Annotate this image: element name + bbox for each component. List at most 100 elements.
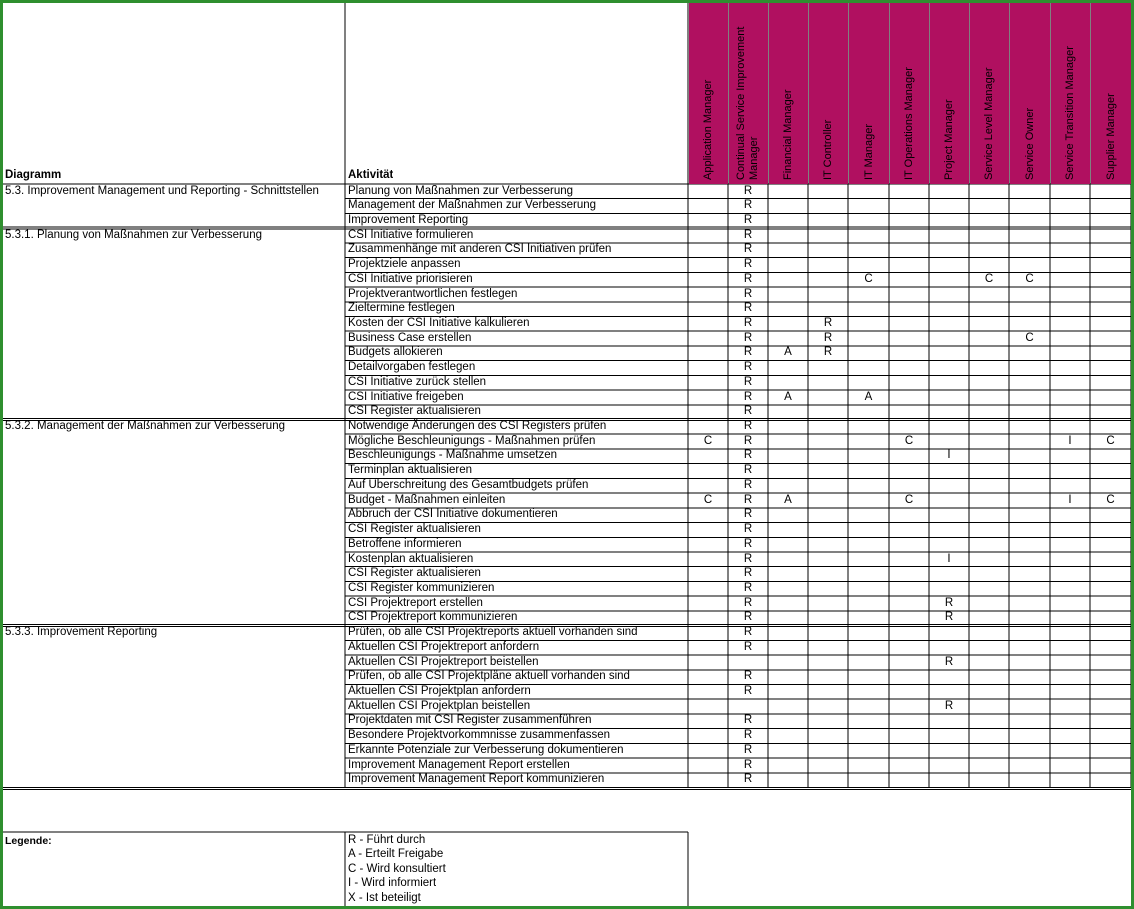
raci-mark: R xyxy=(743,390,753,403)
raci-mark: R xyxy=(743,773,753,786)
raci-mark: R xyxy=(743,228,753,241)
raci-mark: R xyxy=(743,272,753,285)
legend-item: C - Wird konsultiert xyxy=(348,862,446,875)
activity-cell: Projektdaten mit CSI Register zusammenfü… xyxy=(348,714,592,727)
raci-mark: R xyxy=(743,213,753,226)
activity-cell: Aktuellen CSI Projektreport beistellen xyxy=(348,655,539,668)
role-header-cell: IT Operations Manager xyxy=(890,3,929,184)
activity-cell: Projektverantwortlichen festlegen xyxy=(348,287,518,300)
activity-cell: Improvement Management Report erstellen xyxy=(348,758,570,771)
raci-mark: R xyxy=(743,258,753,271)
activity-cell: CSI Initiative priorisieren xyxy=(348,272,473,285)
raci-mark: I xyxy=(947,449,951,462)
raci-mark: R xyxy=(823,331,833,344)
raci-mark: R xyxy=(743,420,753,433)
raci-mark: R xyxy=(743,346,753,359)
raci-mark: R xyxy=(944,699,954,712)
role-header-cell: IT Controller xyxy=(809,3,848,184)
raci-mark: R xyxy=(743,375,753,388)
raci-mark: R xyxy=(743,596,753,609)
role-header-cell: Service Owner xyxy=(1010,3,1050,184)
activity-cell: Abbruch der CSI Initiative dokumentieren xyxy=(348,508,558,521)
raci-mark: C xyxy=(703,434,713,447)
raci-mark: R xyxy=(743,287,753,300)
activity-cell: Improvement Management Report kommunizie… xyxy=(348,773,605,786)
activity-cell: Projektziele anpassen xyxy=(348,258,461,271)
raci-mark: C xyxy=(904,434,914,447)
raci-mark: R xyxy=(743,243,753,256)
raci-mark: C xyxy=(984,272,994,285)
activity-cell: CSI Projektreport kommunizieren xyxy=(348,611,518,624)
raci-mark: I xyxy=(1068,434,1072,447)
role-header-cell: Service Level Manager xyxy=(970,3,1009,184)
activity-cell: Besondere Projektvorkommnisse zusammenfa… xyxy=(348,729,611,742)
diagram-cell: 5.3.1. Planung von Maßnahmen zur Verbess… xyxy=(5,228,262,241)
raci-mark: R xyxy=(743,478,753,491)
raci-mark: R xyxy=(944,611,954,624)
raci-mark: C xyxy=(1106,493,1115,506)
raci-mark: R xyxy=(743,743,753,756)
raci-mark: R xyxy=(743,714,753,727)
raci-mark: R xyxy=(743,684,753,697)
raci-mark: R xyxy=(743,567,753,580)
raci-mark: C xyxy=(1025,331,1034,344)
legend-title: Legende: xyxy=(5,835,52,847)
role-header-cell: Supplier Manager xyxy=(1091,3,1131,184)
activity-cell: CSI Initiative zurück stellen xyxy=(348,375,487,388)
activity-cell: Prüfen, ob alle CSI Projektreports aktue… xyxy=(348,626,638,639)
activity-cell: Mögliche Beschleunigungs - Maßnahmen prü… xyxy=(348,434,596,447)
activity-cell: Zieltermine festlegen xyxy=(348,302,455,315)
raci-mark: R xyxy=(743,640,753,653)
diagram-cell: 5.3. Improvement Management und Reportin… xyxy=(5,184,319,197)
raci-mark: C xyxy=(904,493,914,506)
activity-cell: Betroffene informieren xyxy=(348,537,462,550)
legend-item: I - Wird informiert xyxy=(348,877,437,890)
raci-mark: R xyxy=(743,729,753,742)
diagram-column-header: Diagramm xyxy=(5,169,62,181)
activity-cell: Detailvorgaben festlegen xyxy=(348,361,476,374)
activity-cell: Beschleunigungs - Maßnahme umsetzen xyxy=(348,449,558,462)
raci-mark: C xyxy=(864,272,873,285)
raci-mark: I xyxy=(947,552,951,565)
legend-item: A - Erteilt Freigabe xyxy=(348,848,444,861)
raci-mark: C xyxy=(1106,434,1115,447)
role-header-cell: Application Manager xyxy=(689,3,728,184)
activity-cell: Aktuellen CSI Projektreport anfordern xyxy=(348,640,540,653)
activity-cell: Auf Überschreitung des Gesamtbudgets prü… xyxy=(348,478,589,491)
raci-mark: R xyxy=(743,758,753,771)
raci-mark: R xyxy=(743,199,753,212)
activity-cell: Budget - Maßnahmen einleiten xyxy=(348,493,506,506)
activity-cell: Notwendige Änderungen des CSI Registers … xyxy=(348,420,607,433)
raci-mark: I xyxy=(1068,493,1072,506)
raci-mark: A xyxy=(784,346,792,359)
activity-cell: Kostenplan aktualisieren xyxy=(348,552,474,565)
raci-mark: A xyxy=(864,390,873,403)
activity-cell: Budgets allokieren xyxy=(348,346,443,359)
activity-cell: Zusammenhänge mit anderen CSI Initiative… xyxy=(348,243,612,256)
role-header-cell: IT Manager xyxy=(849,3,889,184)
legend-item: R - Führt durch xyxy=(348,833,426,846)
raci-mark: R xyxy=(743,493,753,506)
activity-cell: Terminplan aktualisieren xyxy=(348,464,473,477)
raci-mark: C xyxy=(703,493,713,506)
activity-column-header: Aktivität xyxy=(348,169,394,181)
raci-mark: R xyxy=(823,346,833,359)
raci-mark: R xyxy=(743,316,753,329)
activity-cell: Aktuellen CSI Projektplan anfordern xyxy=(348,684,531,697)
activity-cell: Planung von Maßnahmen zur Verbesserung xyxy=(348,184,574,197)
activity-cell: CSI Projektreport erstellen xyxy=(348,596,483,609)
raci-mark: R xyxy=(944,596,954,609)
raci-mark: R xyxy=(743,331,753,344)
activity-cell: Prüfen, ob alle CSI Projektpläne aktuell… xyxy=(348,670,630,683)
raci-mark: C xyxy=(1025,272,1034,285)
raci-mark: R xyxy=(823,316,833,329)
raci-mark: R xyxy=(743,302,753,315)
activity-cell: Improvement Reporting xyxy=(348,213,469,226)
raci-mark: R xyxy=(743,405,753,418)
role-header-cell: Continual Service Improvement Manager xyxy=(729,3,768,184)
raci-mark: R xyxy=(743,523,753,536)
activity-cell: CSI Register aktualisieren xyxy=(348,405,481,418)
raci-mark: A xyxy=(784,390,792,403)
diagram-cell: 5.3.2. Management der Maßnahmen zur Verb… xyxy=(5,420,285,433)
raci-mark: R xyxy=(743,552,753,565)
